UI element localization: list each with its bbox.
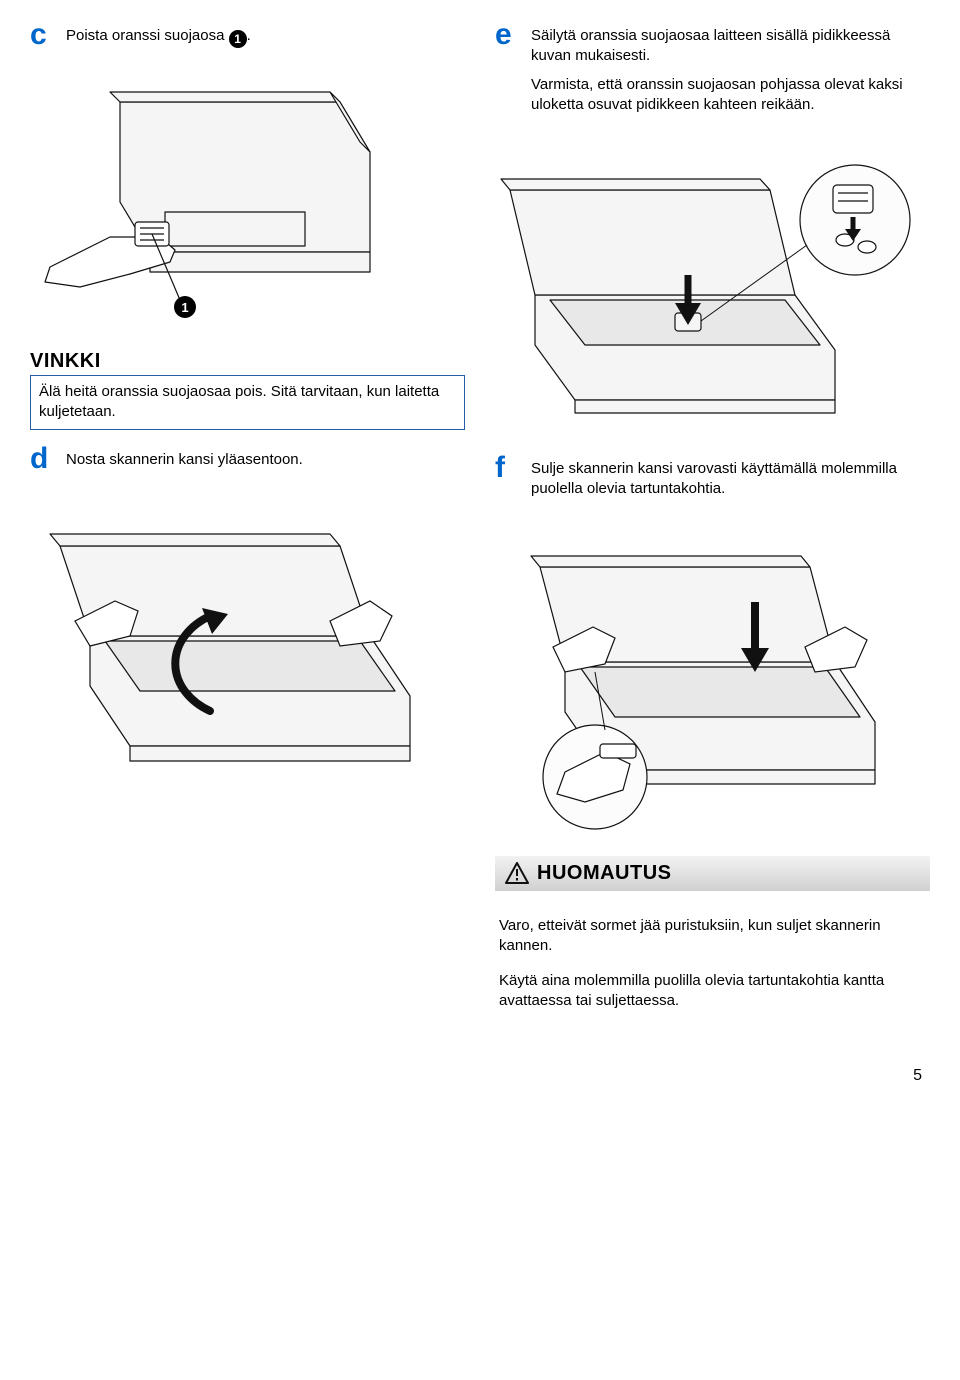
right-column: e Säilytä oranssia suojaosaa laitteen si…: [495, 20, 930, 1027]
step-e-text: Säilytä oranssia suojaosaa laitteen sisä…: [531, 20, 930, 123]
step-d: d Nosta skannerin kansi yläasentoon.: [30, 444, 465, 474]
illustration-f: [495, 512, 930, 832]
notice-para1: Varo, etteivät sormet jää puristuksiin, …: [499, 916, 926, 957]
notice-body: Varo, etteivät sormet jää puristuksiin, …: [495, 891, 930, 1012]
left-column: c Poista oranssi suojaosa 1.: [30, 20, 465, 1027]
notice-header: HUOMAUTUS: [495, 856, 930, 891]
notice-box: HUOMAUTUS Varo, etteivät sormet jää puri…: [495, 856, 930, 1012]
illustration-d: [30, 486, 465, 776]
step-c: c Poista oranssi suojaosa 1.: [30, 20, 465, 50]
notice-title: HUOMAUTUS: [537, 862, 672, 885]
illustration-c: 1: [30, 62, 465, 332]
step-c-text-before: Poista oranssi suojaosa: [66, 27, 229, 44]
tip-title: VINKKI: [30, 350, 465, 373]
step-c-text-after: .: [247, 27, 251, 44]
svg-text:1: 1: [181, 300, 188, 315]
page-columns: c Poista oranssi suojaosa 1.: [30, 20, 930, 1027]
tip-body: Älä heitä oranssia suojaosaa pois. Sitä …: [30, 375, 465, 430]
step-e-letter: e: [495, 20, 521, 50]
step-e: e Säilytä oranssia suojaosaa laitteen si…: [495, 20, 930, 123]
step-e-para1: Säilytä oranssia suojaosaa laitteen sisä…: [531, 26, 930, 67]
step-d-letter: d: [30, 444, 56, 474]
step-d-text: Nosta skannerin kansi yläasentoon.: [66, 444, 303, 470]
callout-1-badge: 1: [229, 30, 247, 48]
tip-box: VINKKI Älä heitä oranssia suojaosaa pois…: [30, 350, 465, 430]
page-number: 5: [30, 1067, 930, 1085]
step-f: f Sulje skannerin kansi varovasti käyttä…: [495, 453, 930, 500]
step-c-letter: c: [30, 20, 56, 50]
warning-icon: [505, 862, 529, 884]
step-f-text: Sulje skannerin kansi varovasti käyttämä…: [531, 453, 930, 500]
step-f-letter: f: [495, 453, 521, 483]
step-c-text: Poista oranssi suojaosa 1.: [66, 20, 251, 48]
illustration-e: [495, 135, 930, 435]
notice-para2: Käytä aina molemmilla puolilla olevia ta…: [499, 971, 926, 1012]
step-e-para2: Varmista, että oranssin suojaosan pohjas…: [531, 75, 930, 116]
